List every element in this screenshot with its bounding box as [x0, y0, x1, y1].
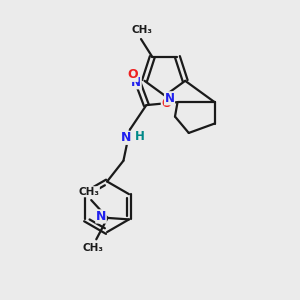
Text: N: N: [131, 76, 141, 89]
Text: N: N: [96, 210, 106, 223]
Text: O: O: [127, 68, 138, 81]
Text: N: N: [164, 92, 175, 105]
Text: CH₃: CH₃: [78, 187, 99, 197]
Text: H: H: [135, 130, 145, 142]
Text: CH₃: CH₃: [132, 25, 153, 34]
Text: N: N: [121, 131, 131, 144]
Text: O: O: [161, 98, 171, 110]
Text: CH₃: CH₃: [83, 243, 104, 253]
